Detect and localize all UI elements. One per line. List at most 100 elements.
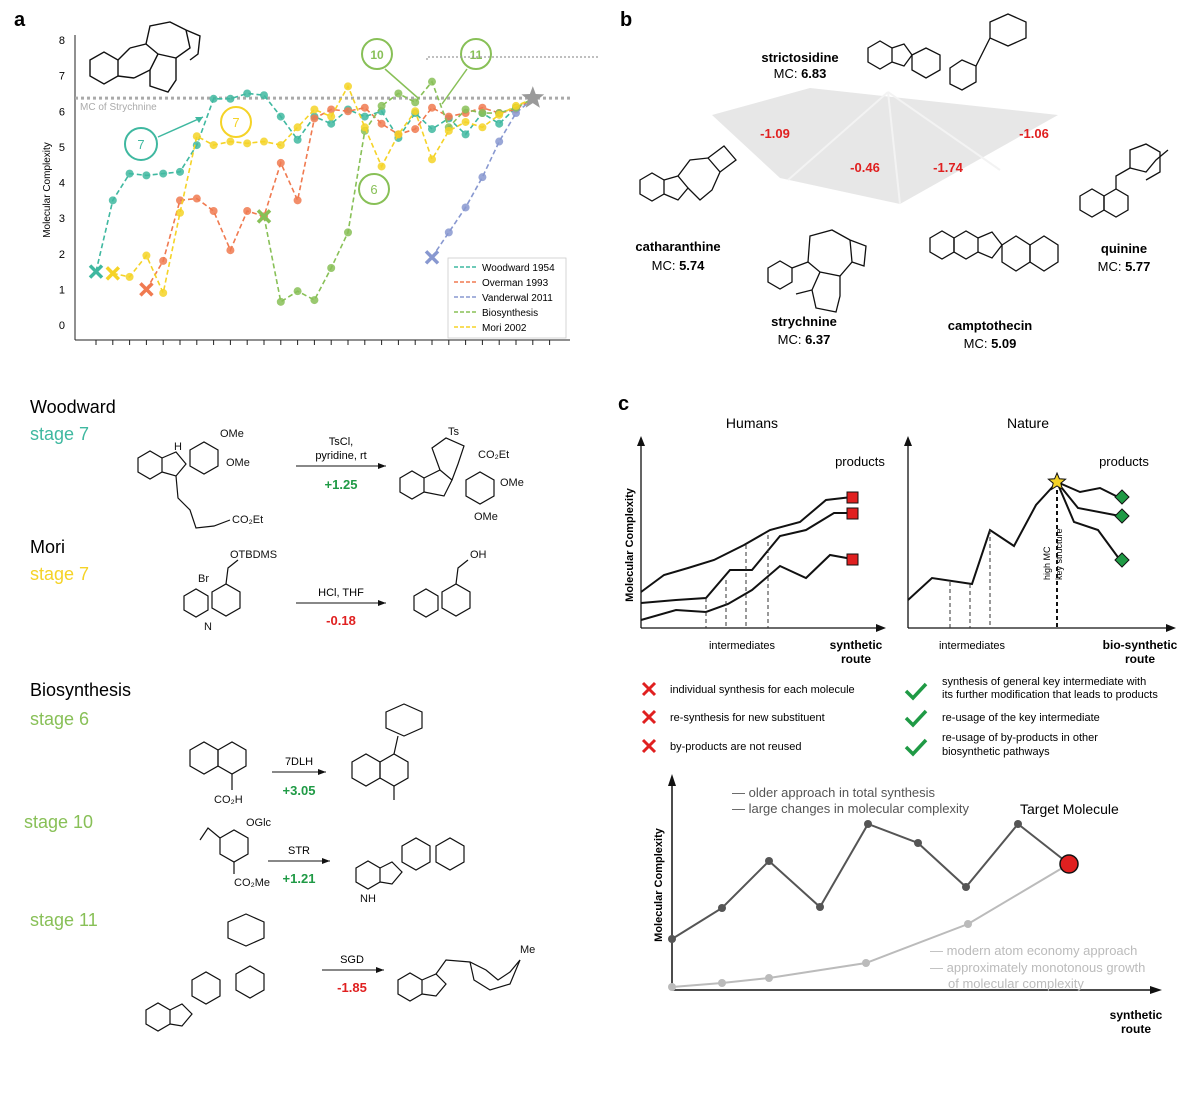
data-point (377, 162, 386, 171)
key-structure-note-1: high MC (1042, 546, 1052, 580)
bottom-xlabel-1: synthetic (1110, 1008, 1163, 1022)
bio6-stage: stage 6 (30, 709, 89, 729)
bottom-xlabel-2: route (1121, 1022, 1151, 1036)
nature-routes (907, 481, 1121, 601)
con-item-1: individual synthesis for each molecule (670, 684, 855, 696)
arrowhead-icon (376, 967, 384, 973)
stage-arrow-woodward (157, 116, 204, 138)
data-point (310, 114, 319, 123)
bio10-delta: +1.21 (283, 871, 316, 886)
stage-label-bio11: 11 (470, 48, 483, 62)
red-square-icon (846, 553, 859, 566)
data-point (394, 89, 403, 98)
y-tick-label: 1 (59, 284, 65, 296)
arrowhead-icon (322, 858, 330, 864)
data-point (377, 119, 386, 128)
series-start-cross-icon (256, 209, 272, 224)
svg-text:OH: OH (470, 549, 487, 561)
data-point (159, 288, 168, 297)
data-point (142, 171, 151, 180)
y-tick-label: 6 (59, 106, 65, 118)
data-point (327, 264, 336, 272)
y-tick-label: 3 (59, 213, 65, 225)
data-point (377, 101, 386, 110)
data-point (478, 173, 487, 182)
data-point (243, 207, 252, 215)
arrowhead-icon (1150, 986, 1162, 994)
cross-icon (641, 738, 657, 754)
data-point (276, 297, 285, 306)
bio6-reagent: 7DLH (285, 756, 313, 768)
humans-xlabel-1: synthetic (830, 638, 883, 652)
data-point (125, 169, 134, 178)
chart-a-xticks (95, 340, 551, 345)
data-point (461, 203, 470, 212)
woodward-product-structure (399, 437, 495, 505)
arrowhead-icon (904, 436, 912, 446)
green-diamond-icon (1114, 489, 1130, 505)
humans-cons-list: individual synthesis for each molecule r… (641, 681, 855, 754)
legend-label: Mori 2002 (482, 323, 527, 334)
mori-title: Mori (30, 537, 65, 557)
series-start-cross-icon (105, 266, 121, 281)
strychnine-structure (767, 229, 867, 313)
red-square-icon (846, 491, 859, 504)
svg-text:NH: NH (360, 893, 376, 905)
svg-text:OMe: OMe (474, 511, 498, 523)
arrowhead-icon (637, 436, 645, 446)
data-point (176, 167, 184, 176)
data-point (495, 137, 504, 146)
data-point (243, 139, 252, 148)
data-point (444, 228, 453, 237)
camptothecin-structure (929, 230, 1059, 272)
humans-product-markers (846, 491, 859, 566)
data-point (310, 296, 319, 305)
reaction-schemes: Woodward stage 7 TsCl, pyridine, rt +1.2… (24, 397, 535, 1032)
nature-intermediates-label: intermediates (939, 640, 1006, 652)
stage-markers: 7 7 6 10 11 (124, 38, 600, 205)
svg-text:CO₂Et: CO₂Et (232, 514, 263, 526)
stage-label-mori: 7 (232, 115, 239, 130)
dark-legend-1: — older approach in total synthesis (732, 785, 936, 800)
panel-c: c Humans Nature Molecular Complexity pro… (618, 393, 1178, 1036)
strychnine-name: strychnine (771, 314, 837, 329)
bottom-ylabel: Molecular Complexity (653, 827, 665, 942)
nature-pros-list: synthesis of general key intermediate wi… (904, 676, 1158, 758)
catharanthine-name: catharanthine (635, 239, 720, 254)
bio11-product-structure (397, 959, 521, 1002)
data-point (461, 130, 470, 139)
panel-a-letter: a (14, 9, 26, 31)
target-molecule-dot (1059, 854, 1079, 874)
stage-circle-bio6 (358, 173, 390, 205)
target-molecule-label: Target Molecule (1020, 801, 1119, 817)
nature-intermediate-lines (949, 530, 991, 628)
bio10-reactant-structure (199, 827, 249, 874)
bio10-stage: stage 10 (24, 812, 93, 832)
stage-label-bio6: 6 (370, 182, 377, 197)
mori-reagent: HCl, THF (318, 587, 364, 599)
humans-xlabel-2: route (841, 652, 871, 666)
data-point (293, 123, 302, 132)
humans-products-label: products (835, 454, 885, 469)
mori-stage: stage 7 (30, 564, 89, 584)
mc-fan-shape (712, 88, 1058, 204)
complexity-comparison-plot: Molecular Complexity synthetic route — o… (653, 774, 1163, 1036)
data-point (327, 105, 336, 114)
arrowhead-icon (876, 624, 886, 632)
pro-item-3a: re-usage of by-products in other (942, 732, 1098, 744)
biosynthesis-title: Biosynthesis (30, 680, 131, 700)
nature-product-markers (1114, 489, 1130, 568)
stage-circle-bio10 (361, 38, 393, 70)
y-tick-label: 5 (59, 142, 65, 154)
data-point (293, 135, 302, 144)
pro-item-1b: its further modification that leads to p… (942, 689, 1158, 701)
bio6-delta: +3.05 (283, 783, 316, 798)
humans-intermediates-label: intermediates (709, 640, 776, 652)
data-point (209, 207, 218, 215)
delta-strychnine: -0.46 (850, 160, 880, 175)
data-point (293, 287, 302, 296)
data-point (276, 141, 285, 150)
data-point (360, 112, 369, 121)
chart-a-ylabel: Molecular Complexity (42, 142, 53, 238)
